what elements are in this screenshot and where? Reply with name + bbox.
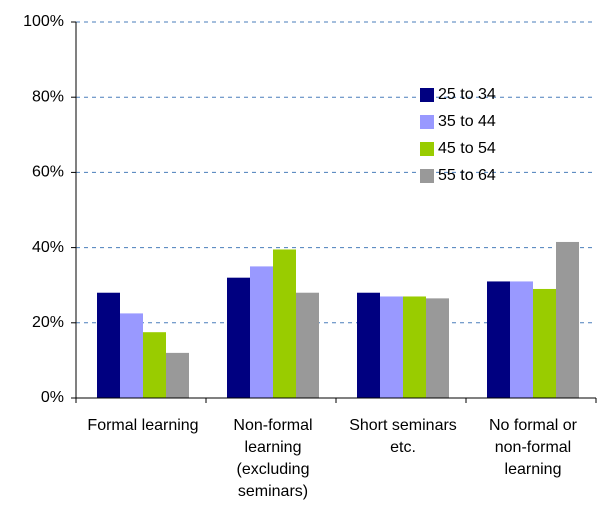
y-tick-label: 60% bbox=[32, 164, 64, 181]
y-tick-label: 100% bbox=[23, 13, 64, 30]
legend-label: 45 to 54 bbox=[438, 140, 496, 157]
legend-label: 35 to 44 bbox=[438, 113, 496, 130]
bar bbox=[510, 281, 533, 398]
y-tick-label: 20% bbox=[32, 314, 64, 331]
legend-swatch bbox=[420, 88, 434, 102]
y-tick-label: 40% bbox=[32, 239, 64, 256]
bar bbox=[357, 292, 380, 398]
y-tick-label: 0% bbox=[41, 389, 64, 406]
x-tick-label: Short seminars etc. bbox=[349, 417, 457, 456]
legend-swatch bbox=[420, 169, 434, 183]
bar bbox=[250, 266, 273, 398]
legend-swatch bbox=[420, 142, 434, 156]
y-tick-label: 80% bbox=[32, 88, 64, 105]
legend-label: 25 to 34 bbox=[438, 86, 496, 103]
x-tick-label: Formal learning bbox=[87, 417, 199, 434]
bar bbox=[97, 292, 120, 398]
bar bbox=[533, 288, 556, 398]
bar bbox=[380, 296, 403, 398]
legend-swatch bbox=[420, 115, 434, 129]
bar bbox=[273, 249, 296, 398]
bar bbox=[403, 296, 426, 398]
legend-label: 55 to 64 bbox=[438, 167, 496, 184]
bar bbox=[426, 298, 449, 398]
bar bbox=[227, 277, 250, 398]
x-tick-label: No formal or non-formal learning bbox=[488, 417, 578, 478]
x-tick-label: Non-formal learning (excluding seminars) bbox=[233, 417, 313, 500]
bar bbox=[120, 313, 143, 398]
bar bbox=[556, 241, 579, 398]
bar bbox=[166, 352, 189, 398]
bar bbox=[487, 281, 510, 398]
bar bbox=[296, 292, 319, 398]
bar bbox=[143, 332, 166, 398]
